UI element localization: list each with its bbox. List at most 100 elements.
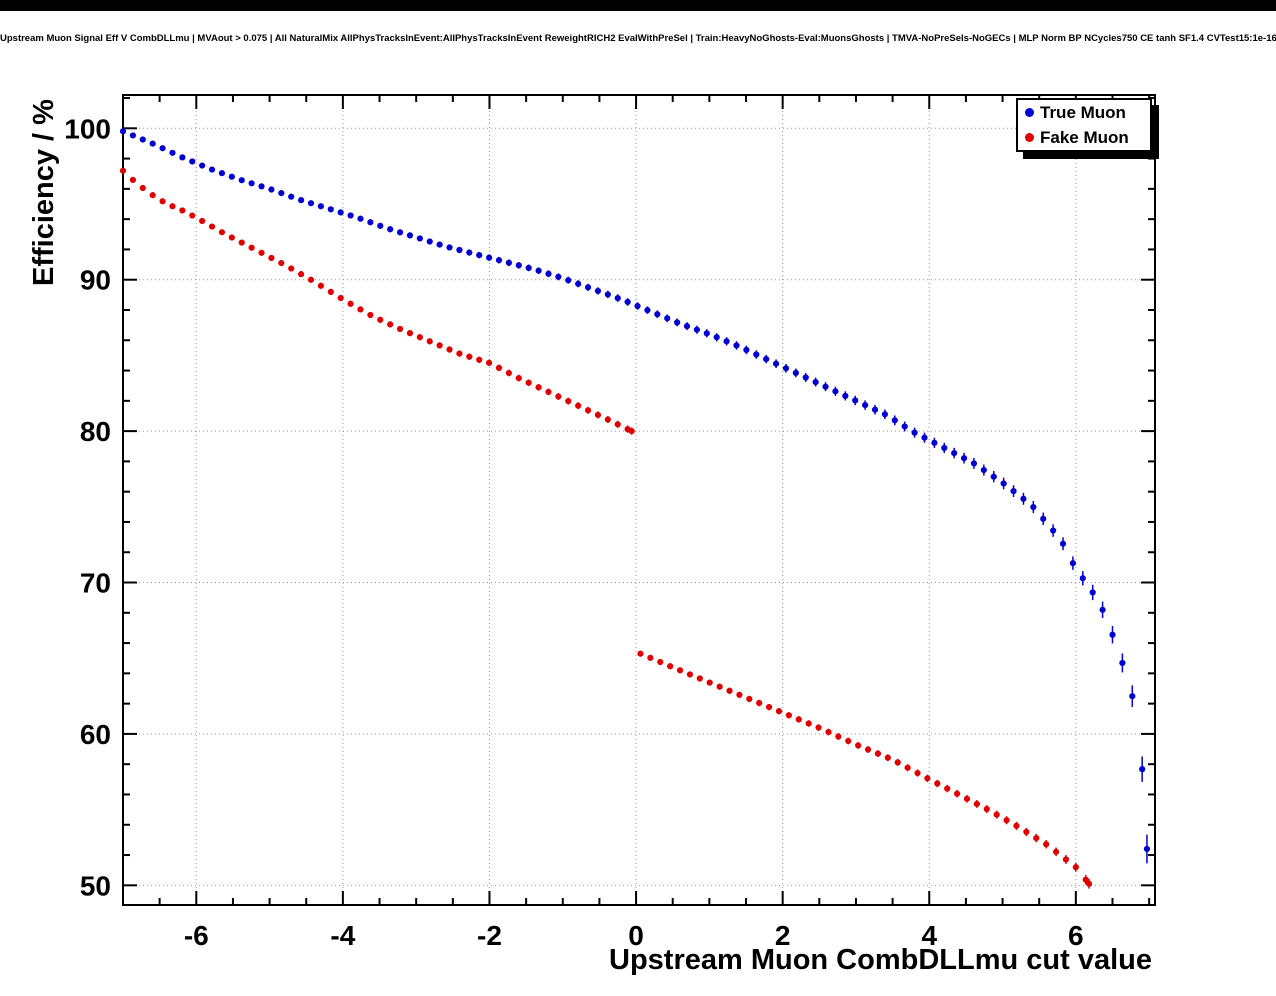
fake-muon-marker	[855, 742, 862, 749]
fake-muon-marker	[268, 254, 275, 262]
fake-muon-marker	[1072, 864, 1079, 871]
true-muon-marker	[990, 473, 997, 480]
true-muon-marker	[169, 149, 176, 156]
fake-muon-marker	[208, 223, 216, 230]
true-muon-marker	[891, 417, 898, 424]
fake-muon-marker	[446, 346, 453, 353]
true-muon-marker	[1069, 560, 1077, 567]
fake-muon-marker	[775, 708, 783, 715]
true-muon-marker	[634, 302, 641, 310]
fake-muon-marker	[884, 754, 891, 761]
fake-muon-marker	[944, 785, 951, 792]
true-muon-marker	[208, 166, 216, 173]
true-muon-marker	[149, 140, 156, 147]
fake-muon-marker	[1043, 841, 1050, 848]
true-muon-marker	[713, 334, 720, 341]
true-muon-marker	[337, 209, 344, 216]
fake-muon-marker	[545, 388, 552, 396]
true-muon-marker	[298, 197, 305, 204]
fake-muon-marker	[505, 369, 513, 377]
true-muon-marker	[614, 294, 621, 302]
true-muon-marker	[683, 323, 691, 330]
true-muon-marker	[515, 262, 522, 269]
true-muon-marker	[268, 186, 275, 193]
true-muon-marker	[258, 183, 265, 190]
fake-muon-marker-icon	[1025, 133, 1034, 142]
fake-muon-marker	[904, 764, 911, 771]
fake-muon-marker	[874, 750, 882, 757]
true-muon-marker	[674, 319, 681, 326]
fake-muon-marker	[357, 306, 364, 313]
true-muon-marker	[426, 238, 433, 245]
fake-muon-marker	[565, 398, 572, 405]
y-tick-label: 100	[64, 113, 111, 144]
fake-muon-marker	[914, 769, 921, 777]
fake-muon-marker	[973, 800, 980, 808]
fake-muon-marker	[825, 728, 832, 736]
true-muon-marker	[525, 264, 532, 271]
true-muon-marker	[693, 326, 701, 333]
fake-muon-marker	[258, 249, 265, 256]
true-muon-marker	[753, 351, 760, 358]
fake-muon-marker	[614, 421, 621, 428]
true-muon-marker-icon	[1025, 108, 1034, 117]
fake-muon-marker	[637, 650, 644, 657]
legend-item-fake-muon: Fake Muon	[1018, 125, 1150, 150]
x-tick-label: 2	[775, 920, 791, 951]
true-muon-marker	[486, 254, 493, 261]
fake-muon-marker	[716, 683, 723, 690]
y-tick-label: 60	[80, 719, 111, 750]
true-muon-marker	[436, 241, 443, 248]
fake-muon-marker	[1082, 876, 1089, 883]
x-tick-label: 4	[921, 920, 937, 951]
true-muon-marker	[377, 222, 384, 229]
true-muon-marker	[763, 356, 770, 363]
true-muon-marker	[228, 173, 235, 180]
true-muon-marker	[1030, 503, 1037, 511]
fake-muon-marker	[584, 407, 592, 414]
fake-muon-marker	[288, 265, 295, 272]
true-muon-marker	[248, 180, 255, 187]
fake-muon-marker	[387, 321, 394, 328]
true-muon-marker	[584, 284, 592, 291]
fake-muon-marker	[647, 654, 654, 661]
fake-muon-marker	[327, 288, 334, 295]
fake-muon-marker	[426, 338, 433, 345]
true-muon-marker	[832, 388, 839, 395]
true-muon-marker	[347, 212, 354, 219]
plot-frame	[122, 94, 1156, 906]
true-muon-marker	[1129, 693, 1136, 700]
x-tick-label: -4	[330, 920, 355, 951]
fake-muon-marker	[924, 775, 931, 782]
y-axis-title: Efficiency / %	[28, 99, 60, 286]
true-muon-marker	[970, 460, 978, 467]
fake-muon-marker	[476, 356, 483, 363]
fake-muon-marker	[337, 294, 344, 302]
fake-muon-marker	[179, 207, 186, 214]
fake-muon-marker	[416, 334, 423, 341]
true-muon-marker	[654, 311, 661, 318]
fake-muon-marker	[495, 364, 503, 372]
fake-muon-marker	[983, 805, 990, 813]
true-muon-marker	[218, 170, 226, 177]
true-muon-marker	[792, 369, 799, 376]
true-muon-marker	[396, 229, 404, 236]
true-muon-marker	[782, 365, 790, 372]
true-muon-marker	[535, 267, 542, 274]
true-muon-marker	[1000, 480, 1007, 487]
fake-muon-marker	[169, 203, 176, 210]
true-muon-marker	[1020, 495, 1027, 502]
window-top-bar	[0, 0, 1276, 11]
true-muon-marker	[357, 215, 364, 222]
true-muon-marker	[545, 270, 552, 277]
true-muon-marker	[278, 190, 285, 197]
fake-muon-marker	[406, 330, 414, 337]
fake-muon-marker	[535, 384, 542, 391]
true-muon-marker	[911, 429, 918, 436]
true-muon-marker	[327, 206, 334, 213]
true-muon-marker	[406, 232, 414, 239]
true-muon-marker	[812, 378, 819, 386]
fake-muon-marker	[199, 217, 206, 225]
fake-muon-marker	[667, 663, 674, 670]
true-muon-marker	[1040, 515, 1047, 522]
